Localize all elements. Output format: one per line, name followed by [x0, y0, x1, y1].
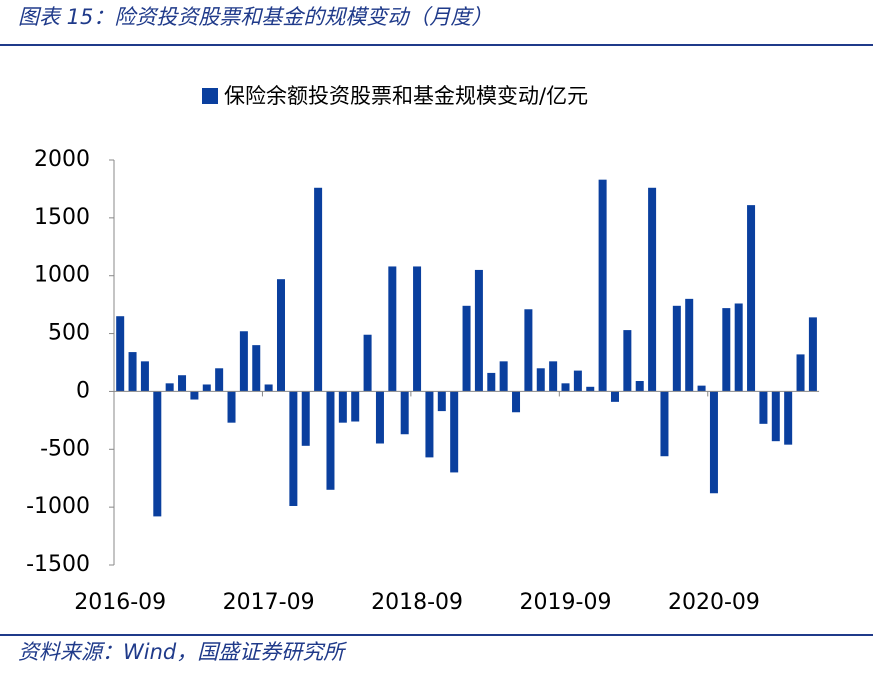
legend-swatch [202, 88, 218, 104]
bar [363, 334, 372, 392]
bar [660, 391, 669, 457]
bar [598, 179, 607, 392]
x-tick-label: 2019-09 [520, 590, 612, 615]
bar [116, 316, 125, 392]
bar [796, 354, 805, 392]
bar [202, 384, 211, 392]
bar [808, 317, 817, 392]
x-tick-label: 2017-09 [223, 590, 315, 615]
bar [586, 386, 595, 392]
x-tick-label: 2016-09 [74, 590, 166, 615]
bar [697, 385, 706, 392]
bar [227, 391, 236, 423]
bar [165, 383, 174, 392]
x-tick-label: 2020-09 [668, 590, 760, 615]
bar [648, 187, 657, 392]
bar [351, 391, 360, 422]
bar [128, 352, 137, 392]
bar [215, 368, 224, 392]
bar [573, 370, 582, 392]
bar [388, 266, 397, 392]
bar [425, 391, 434, 458]
bar [462, 305, 471, 392]
bar [759, 391, 768, 424]
bar [549, 361, 558, 392]
bar [747, 205, 756, 392]
bar [561, 383, 570, 392]
bar [734, 303, 743, 392]
bar [784, 391, 793, 445]
bar [276, 279, 285, 392]
bar [685, 298, 694, 392]
bar [252, 345, 261, 392]
bar [672, 305, 681, 392]
bar [326, 391, 335, 490]
bar [289, 391, 298, 506]
y-tick-label: 2000 [34, 147, 90, 172]
bar [450, 391, 459, 473]
bar [140, 361, 149, 392]
header-title: 图表 15：险资投资股票和基金的规模变动（月度） [18, 5, 492, 29]
bar [301, 391, 310, 446]
bar [239, 331, 248, 392]
y-tick-label: 1500 [34, 205, 90, 230]
y-tick-label: -1000 [26, 494, 90, 519]
y-tick-label: -1500 [26, 552, 90, 577]
bar [178, 375, 187, 392]
bar [722, 308, 731, 392]
bar [771, 391, 780, 442]
bar [190, 391, 199, 400]
bar [413, 266, 422, 392]
bar [512, 391, 521, 413]
y-tick-label: -500 [40, 436, 90, 461]
legend-label: 保险余额投资股票和基金规模变动/亿元 [224, 84, 588, 108]
bar [153, 391, 162, 517]
bar [536, 368, 545, 392]
bar [375, 391, 384, 444]
bar [610, 391, 619, 402]
bar [524, 309, 533, 392]
bar [635, 381, 644, 392]
bar [400, 391, 409, 435]
y-tick-label: 500 [48, 321, 90, 346]
bar [474, 269, 483, 392]
bar [437, 391, 446, 412]
bar [499, 361, 508, 392]
bar [487, 372, 496, 392]
bar [338, 391, 347, 423]
bar [264, 384, 273, 392]
bar [623, 330, 632, 392]
source: 资料来源：Wind，国盛证券研究所 [18, 640, 347, 664]
x-tick-label: 2018-09 [371, 590, 463, 615]
y-tick-label: 0 [76, 378, 90, 403]
y-tick-label: 1000 [34, 263, 90, 288]
bar [709, 391, 718, 494]
bar [314, 187, 323, 392]
